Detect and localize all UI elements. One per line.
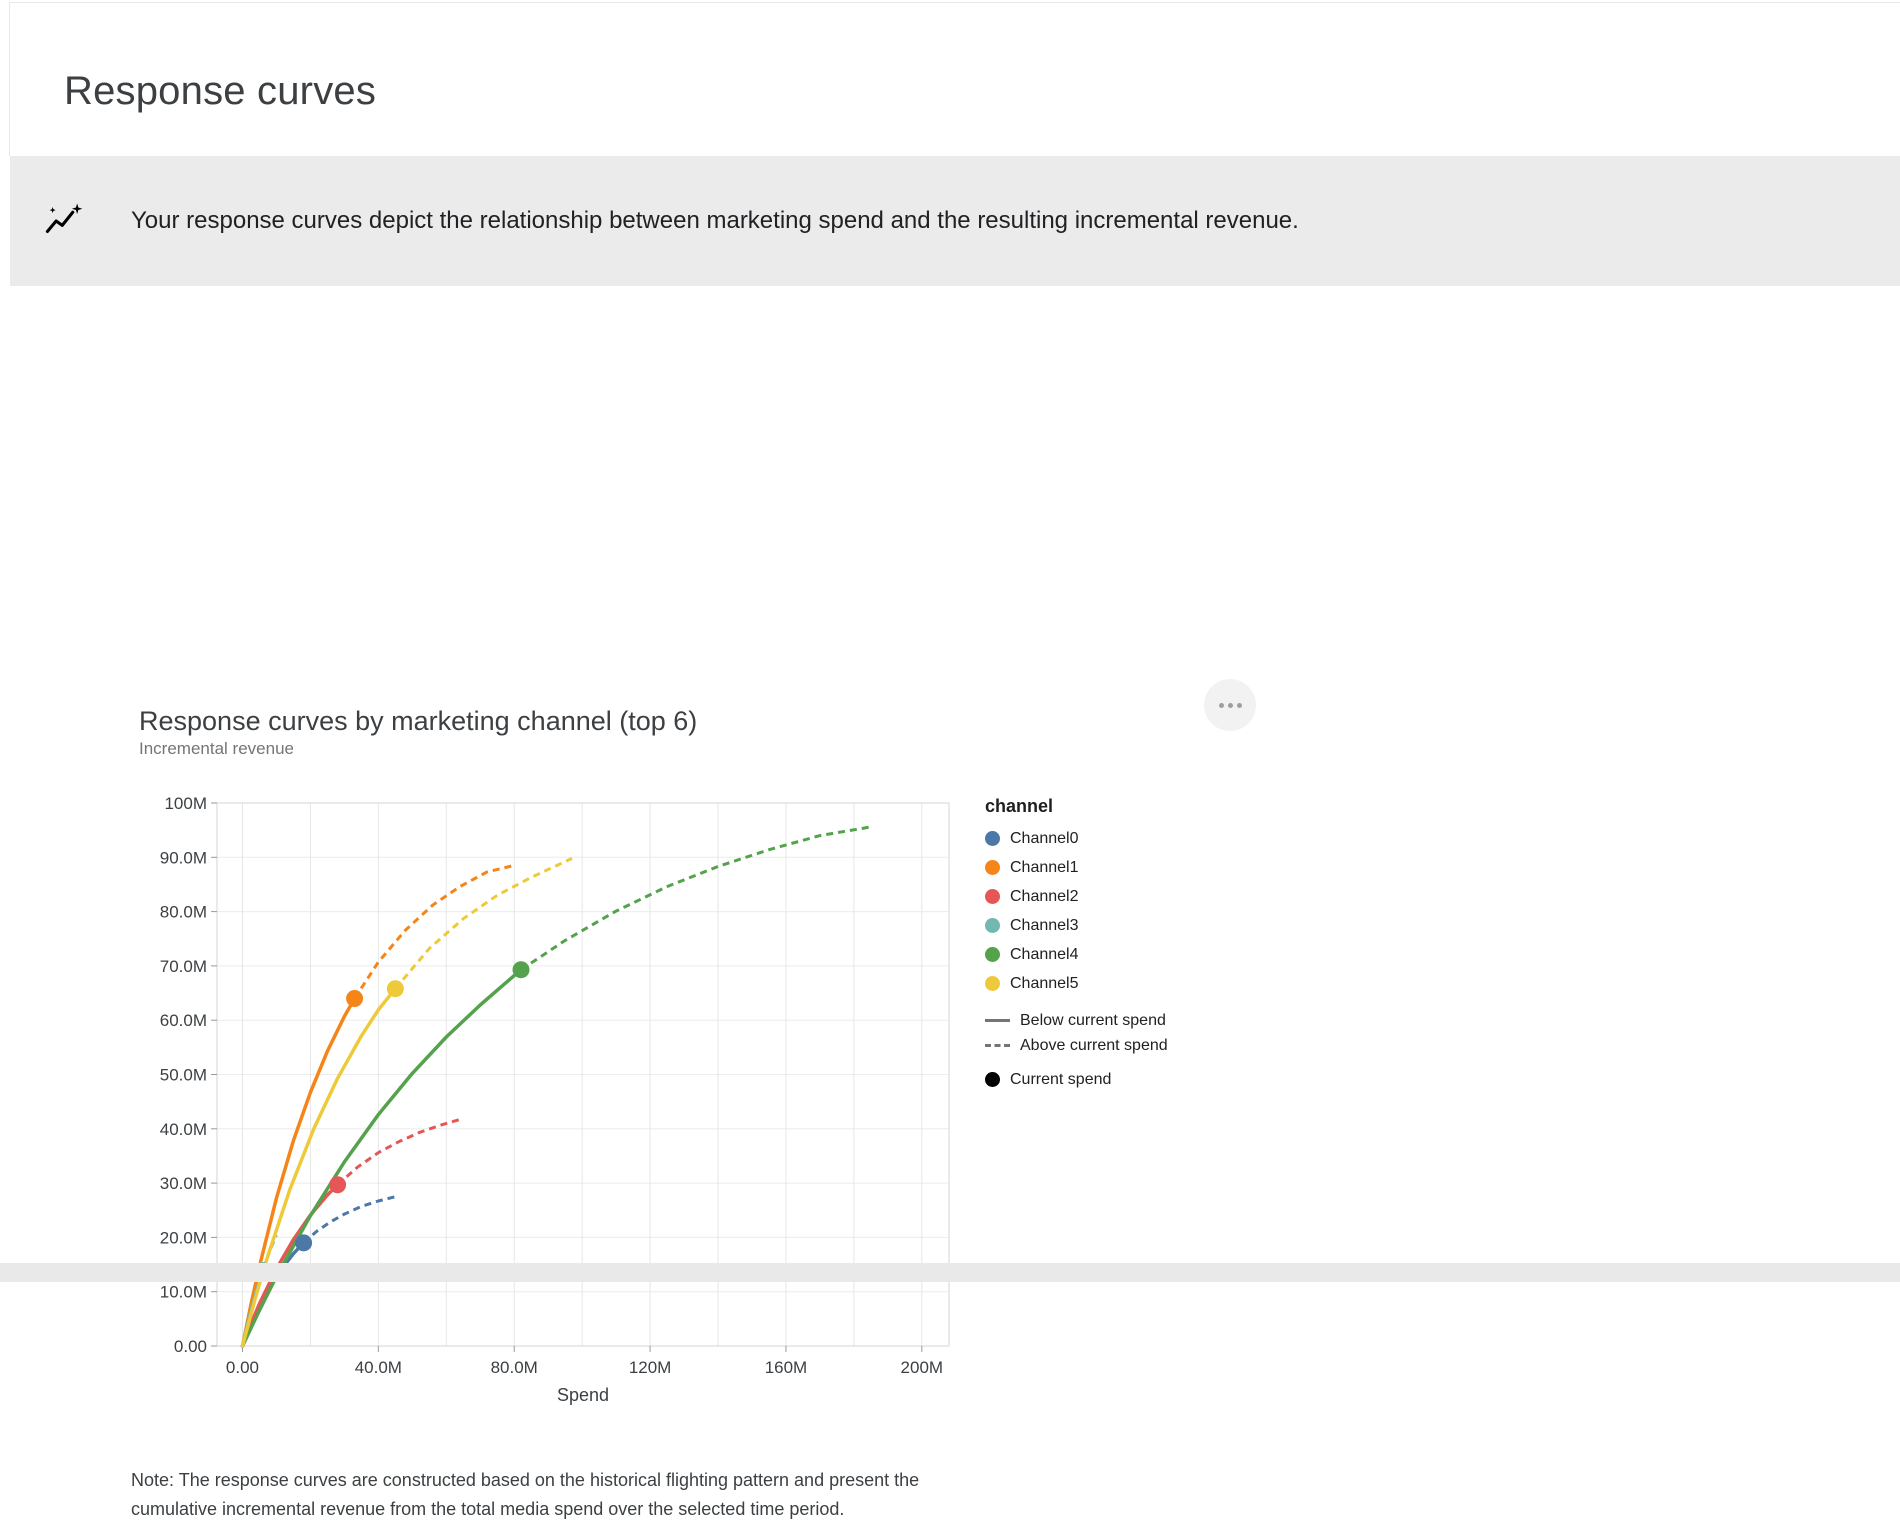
x-axis-title: Spend	[557, 1385, 609, 1405]
legend-item-Channel3[interactable]: Channel3	[985, 911, 1305, 940]
solid-line-sample	[985, 1019, 1010, 1022]
legend-label: Above current spend	[1020, 1036, 1168, 1054]
legend-swatch	[985, 918, 1000, 933]
Channel1-above-current-curve	[353, 863, 515, 1000]
legend-label: Channel1	[1010, 858, 1079, 876]
legend-item-Channel0[interactable]: Channel0	[985, 824, 1305, 853]
legend-swatch	[985, 860, 1000, 875]
legend-style-items: Below current spend Above current spend Cu…	[985, 1008, 1305, 1092]
page-title: Response curves	[64, 68, 377, 113]
legend-label: Channel0	[1010, 829, 1079, 847]
y-tick-label: 10.0M	[160, 1283, 207, 1302]
axes: 0.00 10.0M 20.0M 30.0M 40.0M 50.0M 60.0M 70.0M 8…	[160, 794, 943, 1377]
Channel2-current-spend-dot	[329, 1176, 347, 1194]
legend-item-Channel1[interactable]: Channel1	[985, 853, 1305, 882]
legend-swatch	[985, 889, 1000, 904]
x-tick-label: 160M	[765, 1358, 808, 1377]
y-tick-label: 90.0M	[160, 848, 207, 867]
legend-swatch	[985, 947, 1000, 962]
chart-legend: channel Channel0 Channel1 Channel2 Channel3…	[985, 796, 1305, 1092]
Channel2-above-current-curve	[336, 1117, 464, 1186]
y-tick-label: 100M	[164, 794, 207, 813]
y-tick-label: 70.0M	[160, 957, 207, 976]
x-tick-label: 0.00	[226, 1358, 259, 1377]
legend-style-dashed: Above current spend	[985, 1033, 1305, 1058]
x-tick-label: 40.0M	[355, 1358, 402, 1377]
Channel1-current-spend-dot	[346, 989, 364, 1007]
banner-text: Your response curves depict the relation…	[131, 207, 1299, 234]
next-section-edge	[0, 1263, 1900, 1282]
Channel5-above-current-curve	[394, 857, 573, 990]
Channel4-above-current-curve	[520, 825, 872, 971]
page-top-border	[10, 2, 1900, 3]
gridlines	[217, 803, 949, 1346]
Channel4-current-spend-dot	[512, 961, 530, 979]
x-tick-label: 200M	[901, 1358, 944, 1377]
Channel5-current-spend-dot	[386, 980, 404, 998]
y-tick-label: 40.0M	[160, 1120, 207, 1139]
y-tick-label: 50.0M	[160, 1066, 207, 1085]
insights-icon	[43, 200, 85, 242]
chart-title: Response curves by marketing channel (to…	[139, 706, 698, 737]
dot-line-sample	[985, 1072, 1000, 1087]
legend-style-solid: Below current spend	[985, 1008, 1305, 1033]
more-options-icon	[1218, 702, 1242, 708]
legend-item-Channel4[interactable]: Channel4	[985, 940, 1305, 969]
legend-label: Below current spend	[1020, 1011, 1166, 1029]
legend-style-dot: Current spend	[985, 1067, 1305, 1092]
legend-channel-items: Channel0 Channel1 Channel2 Channel3 Channel4…	[985, 824, 1305, 998]
response-curves-plot[interactable]: 0.00 10.0M 20.0M 30.0M 40.0M 50.0M 60.0M 70.0M 8…	[150, 776, 1010, 1426]
y-tick-label: 80.0M	[160, 903, 207, 922]
Channel0-above-current-curve	[302, 1195, 396, 1244]
legend-label: Channel4	[1010, 945, 1079, 963]
response-curves-card: Response curves by marketing channel (to…	[0, 286, 1900, 1519]
legend-label: Channel2	[1010, 887, 1079, 905]
Channel4-below-current-curve	[240, 967, 523, 1348]
y-tick-label: 0.00	[174, 1337, 207, 1356]
x-tick-label: 120M	[629, 1358, 672, 1377]
dashed-line-sample	[985, 1044, 1010, 1047]
legend-item-Channel2[interactable]: Channel2	[985, 882, 1305, 911]
x-tick-label: 80.0M	[491, 1358, 538, 1377]
legend-label: Channel3	[1010, 916, 1079, 934]
legend-swatch	[985, 831, 1000, 846]
Channel0-current-spend-dot	[295, 1234, 313, 1252]
legend-item-Channel5[interactable]: Channel5	[985, 969, 1305, 998]
page-left-border	[9, 2, 10, 156]
y-tick-label: 60.0M	[160, 1011, 207, 1030]
legend-label: Current spend	[1010, 1070, 1112, 1088]
legend-title: channel	[985, 796, 1054, 816]
y-tick-label: 30.0M	[160, 1174, 207, 1193]
legend-label: Channel5	[1010, 974, 1079, 992]
y-axis-title: Incremental revenue	[139, 739, 294, 758]
chart-note: Note: The response curves are constructe…	[131, 1470, 920, 1519]
legend-swatch	[985, 976, 1000, 991]
y-tick-label: 20.0M	[160, 1228, 207, 1247]
more-options-button[interactable]	[1204, 679, 1256, 731]
info-banner: Your response curves depict the relation…	[10, 156, 1900, 286]
